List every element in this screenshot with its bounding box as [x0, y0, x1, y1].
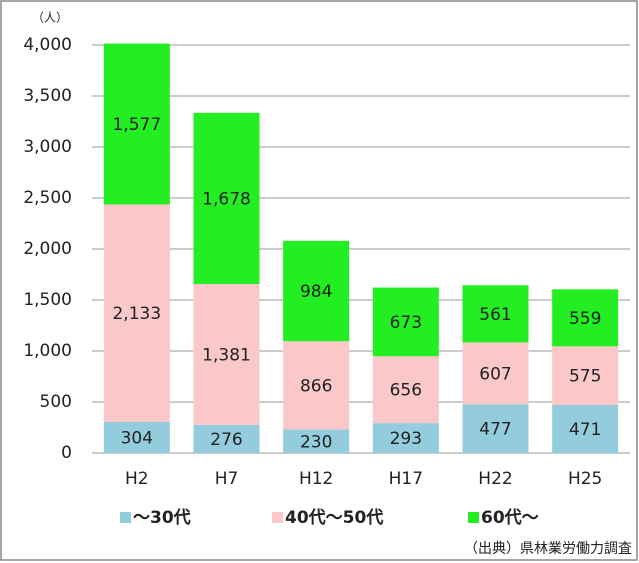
bar-segment: [103, 204, 170, 422]
x-tick-label: H25: [568, 469, 602, 489]
unit-label: （人）: [32, 11, 68, 25]
data-label: 2,133: [112, 304, 161, 324]
legend-label: 40代～50代: [285, 507, 383, 528]
data-label: 984: [300, 282, 332, 302]
y-tick-label: 1,500: [23, 290, 72, 310]
data-label: 673: [390, 313, 422, 333]
bar-segment: [552, 404, 619, 453]
bar-segment: [462, 404, 529, 453]
bar-segment: [193, 112, 260, 284]
bar-segment: [283, 341, 350, 430]
bar-segment: [372, 287, 439, 357]
y-tick-label: 3,500: [23, 86, 72, 106]
y-tick-label: 0: [61, 443, 72, 463]
data-label: 230: [300, 432, 332, 452]
data-label: 561: [479, 305, 511, 325]
bar-segment: [552, 289, 619, 347]
x-tick-label: H17: [389, 469, 423, 489]
bar-segment: [193, 424, 260, 453]
data-label: 1,381: [202, 345, 251, 365]
data-label: 293: [390, 429, 422, 449]
data-label: 1,678: [202, 189, 251, 209]
data-label: 1,577: [112, 115, 161, 135]
legend-label: 60代～: [481, 507, 539, 528]
bar-segment: [372, 423, 439, 453]
y-tick-label: 3,000: [23, 137, 72, 157]
bar-segment: [103, 43, 170, 205]
data-label: 471: [569, 420, 601, 440]
x-tick-label: H2: [125, 469, 149, 489]
legend-swatch: [272, 512, 283, 523]
x-tick-label: H12: [299, 469, 333, 489]
y-tick-label: 1,000: [23, 341, 72, 361]
data-label: 477: [479, 420, 511, 440]
data-label: 656: [390, 381, 422, 401]
x-tick-label: H22: [478, 469, 512, 489]
bar-segment: [283, 240, 350, 342]
legend-swatch: [468, 512, 479, 523]
bar-segment: [462, 285, 529, 343]
bar-segment: [283, 429, 350, 453]
bar-segment: [462, 342, 529, 405]
y-tick-label: 500: [40, 392, 72, 412]
data-label: 866: [300, 376, 332, 396]
x-tick-label: H7: [215, 469, 239, 489]
data-label: 304: [121, 428, 153, 448]
y-tick-label: 2,000: [23, 239, 72, 259]
bar-segment: [103, 421, 170, 453]
bar-segment: [552, 346, 619, 405]
data-label: 575: [569, 367, 601, 387]
legend-label: ～30代: [133, 507, 191, 528]
legend-swatch: [120, 512, 131, 523]
y-tick-label: 4,000: [23, 35, 72, 55]
bar-segment: [372, 356, 439, 424]
data-label: 559: [569, 309, 601, 329]
source-note: （出典）県林業労働力調査: [464, 541, 632, 557]
data-label: 607: [479, 364, 511, 384]
data-label: 276: [210, 430, 242, 450]
bar-segment: [193, 283, 260, 425]
y-tick-label: 2,500: [23, 188, 72, 208]
